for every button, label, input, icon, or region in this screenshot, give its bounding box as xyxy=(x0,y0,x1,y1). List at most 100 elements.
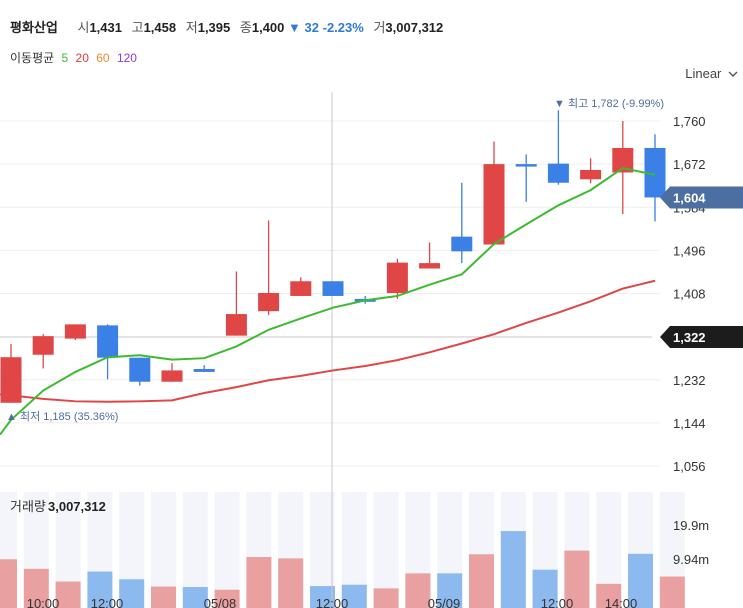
ma-legend-label: 이동평균 xyxy=(10,51,55,65)
y-tick-label: 1,056 xyxy=(673,459,706,474)
candle-body xyxy=(290,281,312,296)
volume-column-bg xyxy=(246,492,272,608)
ma-5-line xyxy=(0,166,656,436)
high-value: 1,458 xyxy=(143,20,177,35)
change-percent: -2.23% xyxy=(322,20,364,35)
volume-column-bg xyxy=(87,492,113,608)
low-label: 저 xyxy=(185,20,198,35)
volume-column-bg xyxy=(596,492,622,608)
x-tick-label: 12:00 xyxy=(316,596,349,608)
candle-body xyxy=(322,281,344,296)
x-tick-label: 14:00 xyxy=(605,596,638,608)
ma-20-label: 20 xyxy=(75,51,89,65)
volume-bar xyxy=(405,573,431,608)
open-label: 시 xyxy=(77,20,90,35)
volume-bar xyxy=(119,579,145,608)
candle-body xyxy=(129,357,151,382)
volume-bar xyxy=(500,531,526,608)
volume-bar xyxy=(659,576,685,608)
candle-body xyxy=(644,147,666,198)
candle-body xyxy=(386,262,408,294)
y-tick-label: 1,232 xyxy=(673,373,706,388)
volume-label: 거 xyxy=(373,20,386,35)
min-price-marker: ▲ 최저 1,185 (35.36%) xyxy=(6,410,118,423)
volume-column-bg xyxy=(532,492,558,608)
volume-bar xyxy=(341,584,367,608)
volume-column-bg xyxy=(310,492,335,608)
moving-average-legend[interactable]: 이동평균 5 20 60 120 xyxy=(10,49,141,66)
ma-60-label: 60 xyxy=(96,51,110,65)
volume-bar xyxy=(532,569,558,608)
high-label: 고 xyxy=(131,20,144,35)
volume-column-bg xyxy=(469,492,494,608)
stock-name: 평화산업 xyxy=(10,20,58,35)
volume-column-bg xyxy=(0,492,17,608)
volume-bar xyxy=(246,557,272,608)
y-tick-label: 1,584 xyxy=(673,200,706,215)
crosshair-price-tag-text: 1,322 xyxy=(673,330,706,345)
volume-tick-label: 19.9m xyxy=(673,518,709,533)
volume-column-bg xyxy=(23,492,49,608)
volume-bar xyxy=(437,573,463,608)
scale-selector[interactable]: Linear xyxy=(685,66,738,81)
max-price-marker: ▼ 최고 1,782 (-9.99%) xyxy=(554,97,664,110)
volume-column-bg xyxy=(182,492,208,608)
volume-column-bg xyxy=(55,492,81,608)
volume-bar xyxy=(469,554,494,608)
volume-column-bg xyxy=(151,492,176,608)
x-tick-label: 05/08 xyxy=(204,596,237,608)
volume-column-bg xyxy=(437,492,463,608)
candle-body xyxy=(354,298,376,302)
ma-120-label: 120 xyxy=(116,51,137,65)
x-tick-label: 10:00 xyxy=(27,596,60,608)
close-label: 종 xyxy=(239,20,252,35)
chevron-down-icon xyxy=(728,71,738,77)
volume-bar xyxy=(564,550,590,608)
volume-bar xyxy=(628,553,653,608)
ma-5-label: 5 xyxy=(61,51,69,65)
candle-body xyxy=(64,324,86,339)
volume-bar xyxy=(0,559,17,608)
volume-bar xyxy=(214,589,240,608)
volume-bar xyxy=(55,581,81,608)
candle-body xyxy=(515,164,537,167)
volume-column-bg xyxy=(628,492,653,608)
volume-bar xyxy=(151,586,176,608)
candle-body xyxy=(97,325,119,358)
y-tick-label: 1,672 xyxy=(673,157,706,172)
y-tick-label: 1,496 xyxy=(673,243,706,258)
volume-column-bg xyxy=(214,492,240,608)
candle-body xyxy=(612,147,634,173)
y-tick-label: 1,144 xyxy=(673,416,706,431)
volume-column-bg xyxy=(373,492,399,608)
close-value: 1,400 xyxy=(251,20,285,35)
volume-bar xyxy=(373,588,399,608)
volume-column-bg xyxy=(341,492,367,608)
y-tick-label: 1,760 xyxy=(673,114,706,129)
ma-20-line xyxy=(0,279,656,403)
volume-panel-value: 3,007,312 xyxy=(48,499,106,514)
crosshair-price-tag-bg xyxy=(660,326,743,348)
volume-column-bg xyxy=(405,492,431,608)
volume-bar xyxy=(182,587,208,608)
volume-bar xyxy=(596,583,622,608)
candle-body xyxy=(225,314,247,336)
stock-header: 평화산업 시1,431 고1,458 저1,395 종1,400 ▼ 32 -2… xyxy=(10,17,443,36)
current-price-tag-bg xyxy=(660,186,743,209)
low-value: 1,395 xyxy=(197,20,231,35)
x-tick-label: 12:00 xyxy=(91,596,124,608)
volume-column-bg xyxy=(278,492,304,608)
volume-column-bg xyxy=(564,492,590,608)
y-tick-label: 1,408 xyxy=(673,287,706,302)
volume-bar xyxy=(87,571,113,608)
candle-body xyxy=(161,370,183,382)
candle-body xyxy=(547,163,569,183)
change-value: 32 xyxy=(304,20,319,35)
candle-body xyxy=(0,357,22,403)
volume-column-bg xyxy=(119,492,145,608)
volume-bar xyxy=(310,586,335,608)
crosshair-price-tag: 1,322 xyxy=(660,326,743,348)
candle-body xyxy=(580,170,602,180)
current-price-tag: 1,604 xyxy=(660,186,743,209)
